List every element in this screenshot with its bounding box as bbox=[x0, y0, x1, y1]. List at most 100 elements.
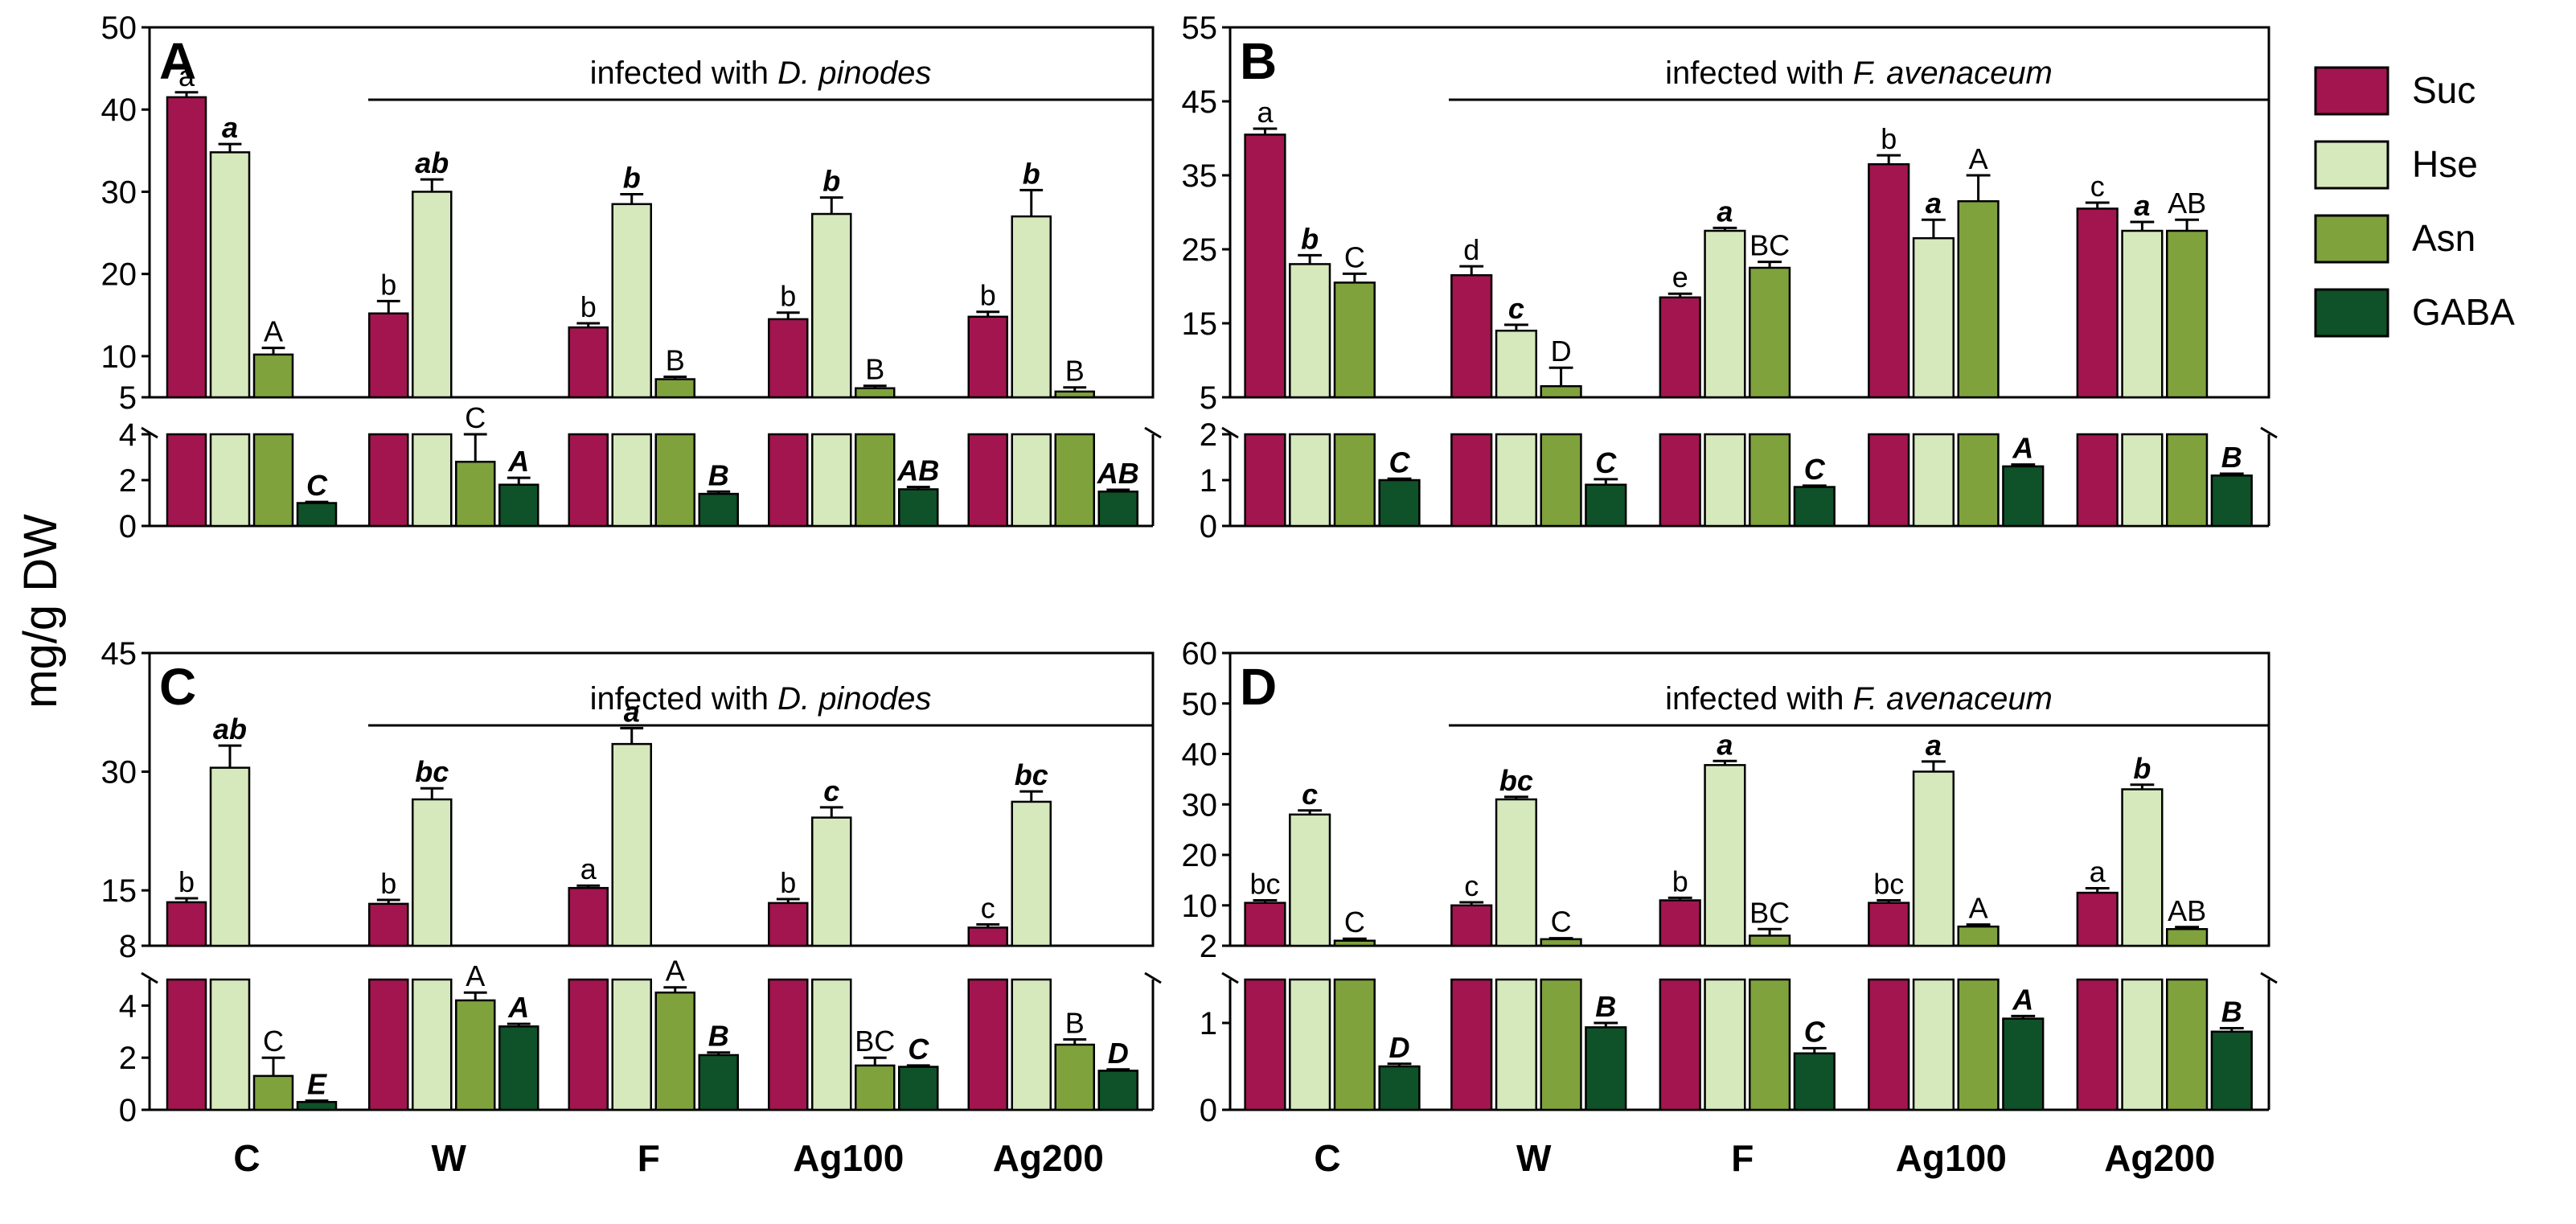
y-tick-label: 40 bbox=[1182, 737, 1218, 773]
y-tick-label: 5 bbox=[119, 380, 137, 416]
bar-suc bbox=[1244, 133, 1286, 399]
bar-asn-lower bbox=[654, 433, 695, 528]
bar-suc-lower bbox=[1244, 978, 1286, 1111]
y-tick-label: 10 bbox=[101, 339, 137, 375]
bar-suc bbox=[1659, 296, 1701, 399]
legend-label-suc: Suc bbox=[2412, 69, 2476, 111]
y-tick-label: 2 bbox=[1200, 417, 1217, 453]
significance-label: C bbox=[263, 1025, 284, 1058]
bar-asn-lower bbox=[1054, 433, 1095, 528]
y-tick-label: 45 bbox=[101, 636, 137, 672]
bar-hse-lower bbox=[412, 433, 453, 528]
y-tick-label: 2 bbox=[1200, 929, 1217, 964]
category-label: Ag100 bbox=[793, 1137, 904, 1179]
y-tick-label: 5 bbox=[1200, 380, 1217, 416]
bar-asn-lower bbox=[2166, 978, 2209, 1111]
significance-label: ab bbox=[213, 713, 247, 745]
y-tick-label: 2 bbox=[119, 463, 137, 499]
bar-hse bbox=[611, 203, 652, 399]
significance-label: ab bbox=[415, 146, 449, 179]
bar-suc-lower bbox=[1868, 433, 1910, 528]
infected-label: infected with F. avenaceum bbox=[1665, 55, 2053, 91]
bar-gaba-lower bbox=[698, 492, 739, 528]
significance-label: C bbox=[1551, 906, 1572, 939]
bar-gaba-lower bbox=[1378, 479, 1421, 528]
bar-hse-lower bbox=[1912, 978, 1955, 1111]
bar-suc-lower bbox=[2076, 978, 2119, 1111]
significance-label: B bbox=[1065, 355, 1085, 388]
y-axis-label: mg/g DW bbox=[14, 514, 67, 709]
y-tick-label: 15 bbox=[101, 873, 137, 909]
y-tick-label: 45 bbox=[1182, 84, 1218, 120]
y-tick-label: 1 bbox=[1200, 1006, 1217, 1041]
significance-label: b bbox=[822, 165, 840, 198]
bar-hse-lower bbox=[2121, 433, 2164, 528]
significance-label: A bbox=[2012, 983, 2033, 1016]
significance-label: C bbox=[1344, 906, 1365, 939]
bar-hse bbox=[412, 798, 453, 947]
significance-label: C bbox=[1389, 446, 1411, 479]
y-tick-label: 35 bbox=[1182, 158, 1218, 194]
bar-hse bbox=[611, 742, 652, 947]
y-tick-label: 55 bbox=[1182, 10, 1218, 46]
category-label: C bbox=[1314, 1137, 1340, 1179]
significance-label: b bbox=[980, 279, 996, 312]
significance-label: D bbox=[1389, 1031, 1410, 1064]
bar-asn-lower bbox=[1540, 433, 1582, 528]
bar-gaba-lower bbox=[1793, 486, 1836, 528]
bar-hse-lower bbox=[1704, 978, 1746, 1111]
significance-label: b bbox=[380, 268, 396, 301]
bar-hse-lower bbox=[2121, 978, 2164, 1111]
bar-gaba-lower bbox=[296, 502, 338, 528]
bar-asn-lower bbox=[1957, 433, 2000, 528]
bar-suc-lower bbox=[967, 433, 1008, 528]
y-tick-label: 30 bbox=[1182, 787, 1218, 823]
significance-label: a bbox=[1717, 195, 1733, 228]
bar-suc-lower bbox=[368, 433, 409, 528]
significance-label: b bbox=[1672, 865, 1688, 897]
bar-suc-lower bbox=[1450, 433, 1493, 528]
bar-gaba-lower bbox=[698, 1054, 739, 1111]
bar-asn-lower bbox=[855, 433, 896, 528]
y-tick-label: 30 bbox=[101, 175, 137, 210]
significance-label: c bbox=[1464, 869, 1479, 902]
significance-label: b bbox=[380, 867, 396, 900]
significance-label: c bbox=[823, 774, 839, 807]
bar-suc-lower bbox=[1659, 433, 1701, 528]
significance-label: a bbox=[178, 60, 195, 92]
y-tick-label: 60 bbox=[1182, 636, 1218, 672]
bar-suc-lower bbox=[568, 433, 609, 528]
significance-label: A bbox=[2012, 432, 2033, 465]
infected-label: infected with D. pinodes bbox=[590, 55, 932, 91]
bar-suc bbox=[768, 902, 809, 947]
bar-hse-lower bbox=[1289, 433, 1331, 528]
bar-suc-lower bbox=[768, 978, 809, 1111]
bar-suc-lower bbox=[1244, 433, 1286, 528]
y-tick-label: 25 bbox=[1182, 232, 1218, 268]
significance-label: b bbox=[780, 280, 796, 313]
bar-asn bbox=[855, 387, 896, 399]
bar-suc bbox=[1450, 273, 1493, 399]
bar-suc-lower bbox=[1868, 978, 1910, 1111]
bar-hse bbox=[1289, 263, 1331, 399]
bar-gaba-lower bbox=[2210, 1030, 2253, 1111]
bar-asn bbox=[1749, 934, 1791, 947]
significance-label: a bbox=[1257, 96, 1274, 129]
significance-label: a bbox=[1926, 187, 1942, 220]
significance-label: B bbox=[2221, 995, 2242, 1028]
y-tick-label: 30 bbox=[101, 755, 137, 791]
bar-gaba-lower bbox=[296, 1101, 338, 1111]
axis-break-mark bbox=[141, 971, 158, 984]
bar-hse bbox=[1912, 770, 1955, 947]
bar-asn bbox=[2166, 928, 2209, 947]
significance-label: AB bbox=[2168, 187, 2206, 220]
axis-break-mark bbox=[1144, 426, 1162, 439]
axis-break-mark bbox=[1221, 426, 1239, 439]
bar-asn-lower bbox=[252, 433, 294, 528]
legend-label-gaba: GABA bbox=[2412, 291, 2515, 333]
legend-swatch-gaba bbox=[2314, 288, 2389, 338]
bar-suc-lower bbox=[1450, 978, 1493, 1111]
significance-label: b bbox=[2133, 752, 2151, 785]
bar-asn bbox=[1054, 390, 1095, 399]
